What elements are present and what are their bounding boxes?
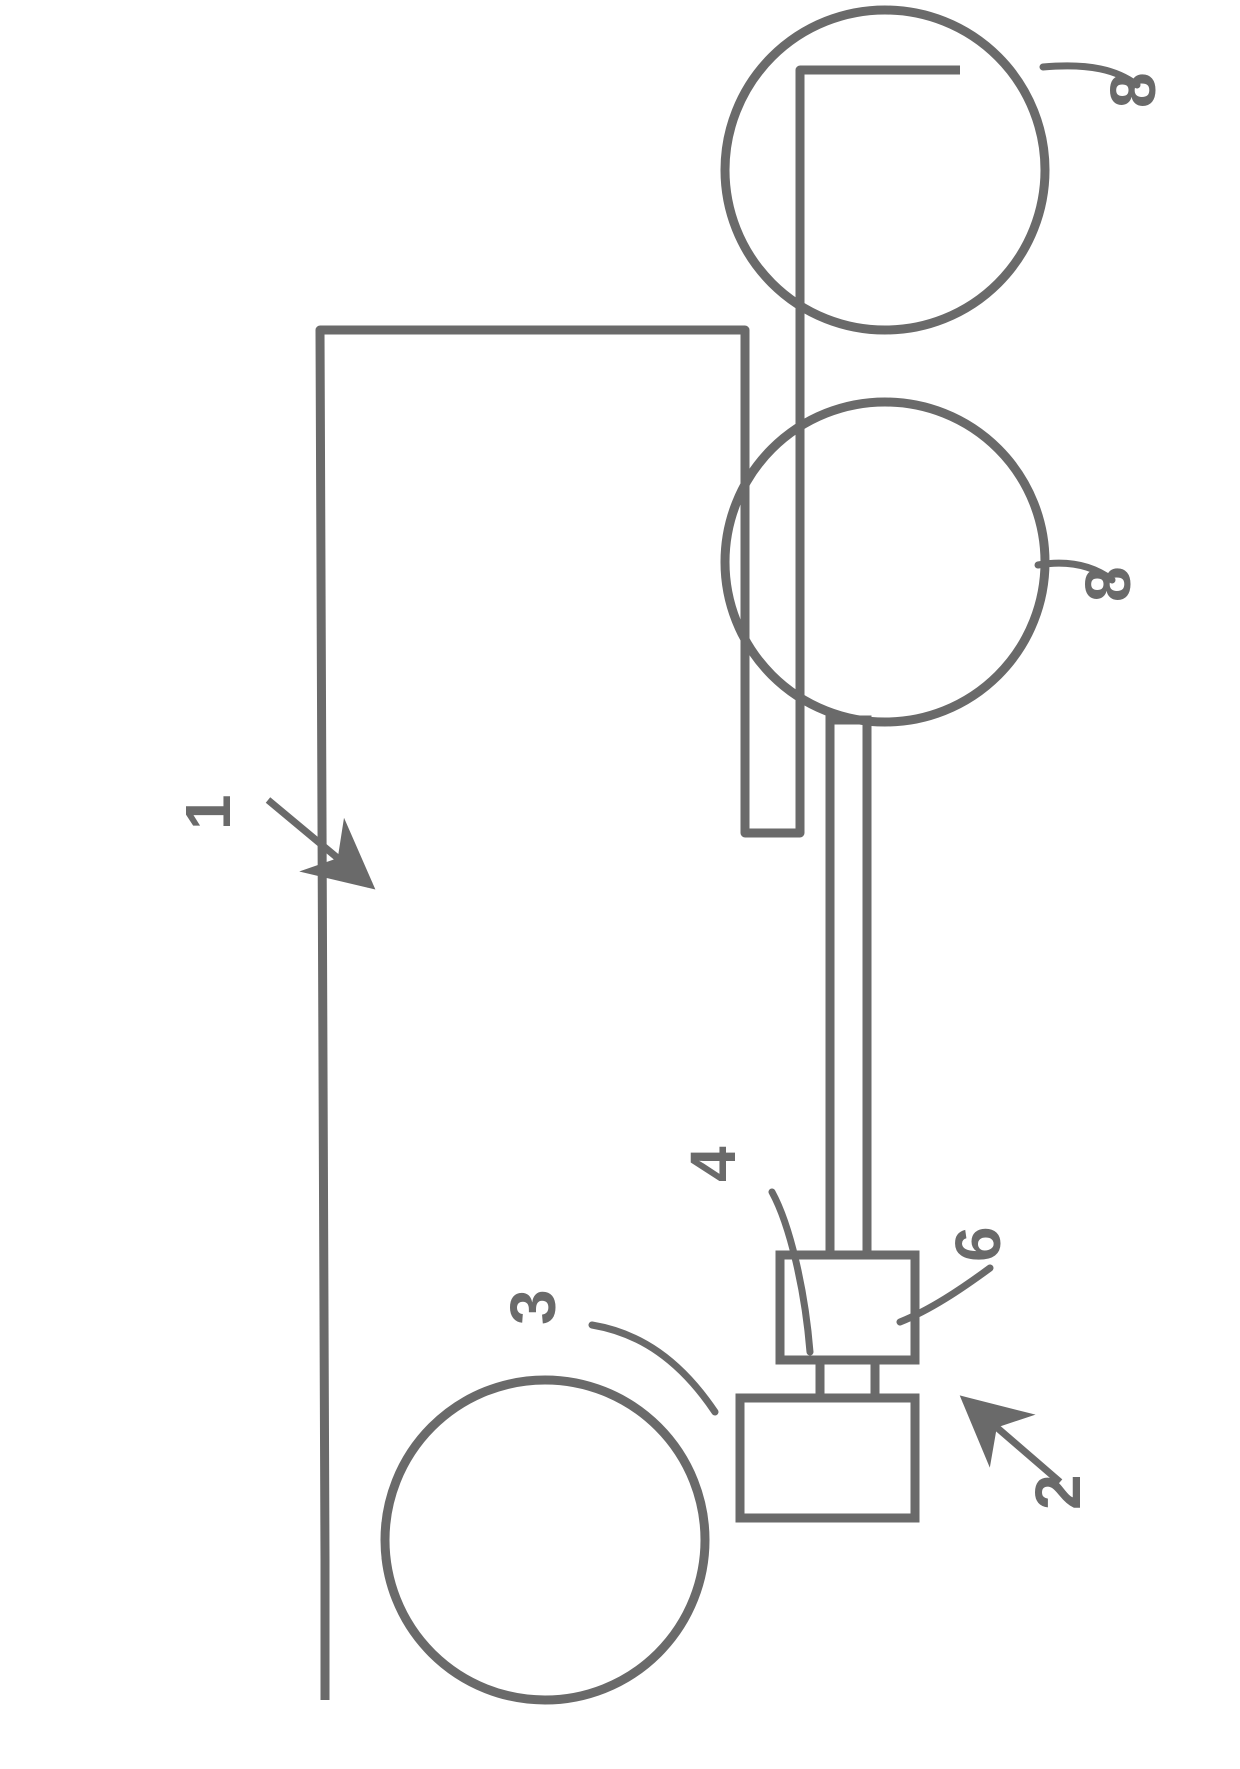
leader-2 <box>965 1400 1060 1482</box>
label-l6: 6 <box>942 1226 1014 1262</box>
rear-wheel-1 <box>725 402 1045 722</box>
label-l2: 2 <box>1022 1474 1094 1510</box>
engine-block <box>740 1398 915 1518</box>
coupling <box>820 1360 875 1398</box>
drive-shaft <box>830 720 867 1260</box>
label-l3: 3 <box>497 1289 569 1325</box>
label-l8b: 8 <box>1097 72 1169 108</box>
schematic-diagram: 1 2 3 4 6 8 8 <box>0 0 1240 1769</box>
leader-3 <box>592 1325 715 1412</box>
front-wheel <box>385 1380 705 1700</box>
rear-wheel-2 <box>725 10 1045 330</box>
label-l1: 1 <box>172 794 244 830</box>
label-l4: 4 <box>677 1146 749 1182</box>
label-l8a: 8 <box>1072 566 1144 602</box>
